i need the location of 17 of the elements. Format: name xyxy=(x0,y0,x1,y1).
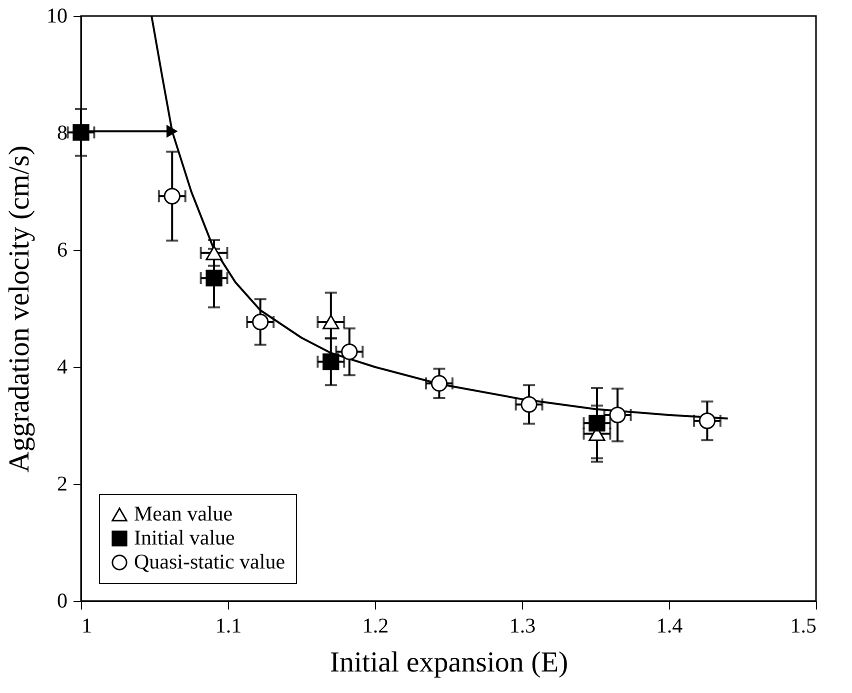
legend-label: Initial value xyxy=(134,526,235,550)
x-tick-label: 1.4 xyxy=(656,614,684,638)
y-tick-label: 10 xyxy=(46,4,68,28)
y-tick-label: 0 xyxy=(57,588,68,612)
x-tick-label: 1 xyxy=(82,614,92,638)
x-tick-label: 1.5 xyxy=(790,614,816,638)
y-tick-label: 4 xyxy=(57,354,68,378)
x-axis-title: Initial expansion (E) xyxy=(330,646,568,678)
y-tick-label: 8 xyxy=(57,120,68,144)
legend-label: Quasi-static value xyxy=(134,550,286,574)
y-axis-title: Aggradation velocity (cm/s) xyxy=(4,146,36,472)
x-tick-label: 1.1 xyxy=(215,614,242,638)
y-tick-label: 2 xyxy=(57,472,68,496)
legend-label: Mean value xyxy=(134,502,233,526)
x-tick-label: 1.2 xyxy=(362,614,389,638)
x-tick-label: 1.3 xyxy=(509,614,536,638)
y-tick-label: 6 xyxy=(57,238,68,262)
